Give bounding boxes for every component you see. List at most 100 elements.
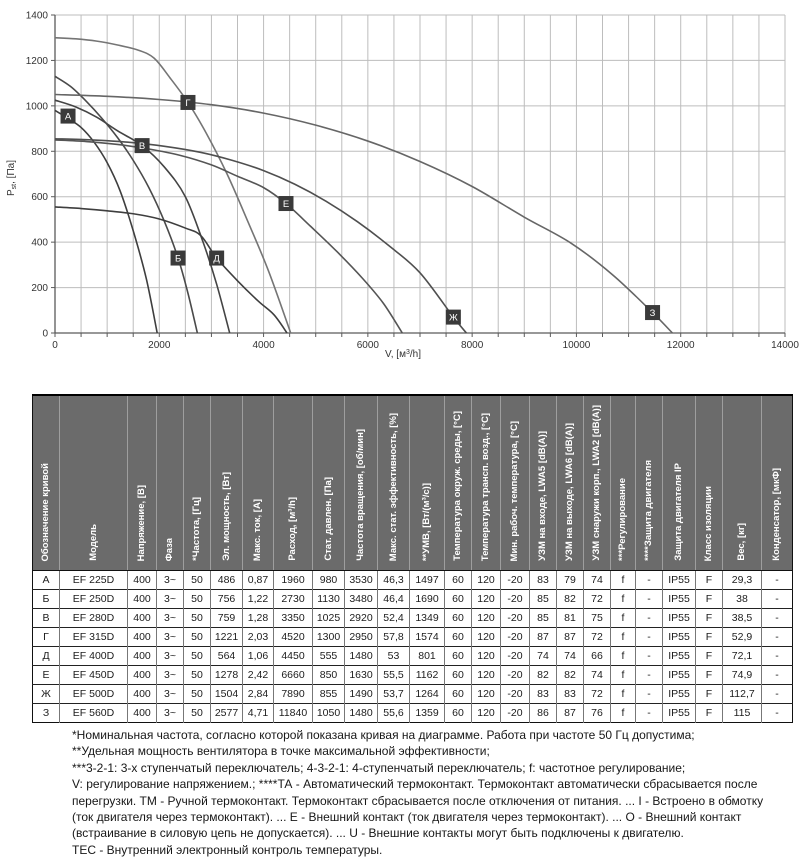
table-cell: 6660 — [273, 665, 313, 685]
table-cell: 53 — [377, 646, 410, 666]
table-cell: 83 — [529, 570, 557, 590]
table-cell: 4,71 — [242, 703, 274, 723]
table-cell: EF 250D — [59, 589, 128, 609]
y-tick-label: 800 — [31, 147, 48, 158]
column-header-label: Класс изоляции — [704, 485, 714, 561]
table-cell: -20 — [500, 665, 530, 685]
spec-table-body: А EF 225D 400 3~ 50 486 0,87 1960 980 3530 46,3 149… — [32, 570, 793, 723]
table-cell: IP55 — [662, 665, 696, 685]
column-header-6: Макс. ток, [А] — [242, 395, 274, 571]
table-cell: -20 — [500, 589, 530, 609]
x-axis-title: V, [м3/h] — [385, 349, 421, 360]
table-cell: Б — [32, 589, 60, 609]
table-cell: 400 — [127, 703, 157, 723]
column-header-label: Макс. ток, [А] — [253, 498, 263, 561]
table-cell: Г — [32, 627, 60, 647]
table-cell: - — [635, 665, 663, 685]
column-header-18: ***Регулирование — [610, 395, 636, 571]
column-header-11: **УМВ, [Вт/(м³/с)] — [409, 395, 445, 571]
column-header-label: Напряжение, [В] — [137, 484, 147, 561]
curve-label-В: В — [139, 141, 145, 152]
table-cell: 1480 — [344, 703, 378, 723]
curve-label-Д: Д — [213, 254, 220, 265]
curve-label-box-В — [134, 138, 150, 154]
table-cell: 1960 — [273, 570, 313, 590]
table-cell: IP55 — [662, 627, 696, 647]
table-cell: 1,06 — [242, 646, 274, 666]
table-cell: EF 315D — [59, 627, 128, 647]
column-header-13: Температура трансп. возд., [°C] — [471, 395, 501, 571]
curve-Б — [54, 75, 199, 334]
table-cell: -20 — [500, 627, 530, 647]
table-cell: 50 — [183, 589, 211, 609]
table-cell: 3~ — [156, 589, 184, 609]
table-cell: -20 — [500, 684, 530, 704]
column-header-label: Обозначение кривой — [41, 462, 51, 562]
table-cell: З — [32, 703, 60, 723]
table-cell: 72 — [583, 627, 611, 647]
table-cell: 801 — [409, 646, 445, 666]
column-header-label: Температура трансп. возд., [°C] — [481, 412, 491, 561]
column-header-20: Защита двигателя IP — [662, 395, 696, 571]
table-cell: f — [610, 665, 636, 685]
column-header-12: Температура окруж. среды, [°C] — [444, 395, 472, 571]
table-cell: 120 — [471, 589, 501, 609]
table-cell: 79 — [556, 570, 584, 590]
table-cell: 60 — [444, 703, 472, 723]
table-cell: 2920 — [344, 608, 378, 628]
table-cell: 120 — [471, 646, 501, 666]
table-cell: 1278 — [210, 665, 243, 685]
table-cell: 564 — [210, 646, 243, 666]
table-cell: 400 — [127, 589, 157, 609]
column-header-label: Вес, [кг] — [737, 523, 747, 561]
table-cell: 46,4 — [377, 589, 410, 609]
table-cell: 50 — [183, 646, 211, 666]
table-cell: IP55 — [662, 589, 696, 609]
table-cell: 3~ — [156, 703, 184, 723]
table-cell: 60 — [444, 570, 472, 590]
table-cell: F — [695, 665, 723, 685]
table-cell: 4520 — [273, 627, 313, 647]
table-cell: 1050 — [312, 703, 345, 723]
table-cell: 1504 — [210, 684, 243, 704]
table-cell: 3~ — [156, 608, 184, 628]
column-header-label: Температура окруж. среды, [°C] — [453, 411, 463, 561]
table-cell: 120 — [471, 684, 501, 704]
table-cell: 52,9 — [722, 627, 762, 647]
table-cell: IP55 — [662, 608, 696, 628]
table-cell: 38,5 — [722, 608, 762, 628]
table-cell: - — [761, 627, 793, 647]
table-cell: 74 — [556, 646, 584, 666]
table-cell: 60 — [444, 627, 472, 647]
x-tick-label: 2000 — [148, 340, 171, 351]
table-cell: 46,3 — [377, 570, 410, 590]
curve-Ж — [54, 137, 468, 334]
column-header-7: Расход, [м³/h] — [273, 395, 313, 571]
table-cell: 82 — [529, 665, 557, 685]
table-row: Ж EF 500D 400 3~ 50 1504 2,84 7890 855 1490 53,7 12… — [32, 684, 793, 704]
table-cell: Д — [32, 646, 60, 666]
table-row: А EF 225D 400 3~ 50 486 0,87 1960 980 3530 46,3 149… — [32, 570, 793, 590]
table-cell: 29,3 — [722, 570, 762, 590]
table-cell: 83 — [529, 684, 557, 704]
table-cell: 855 — [312, 684, 345, 704]
column-header-label: Конденсатор, [мкФ] — [772, 468, 782, 561]
footnote-line: V: регулирование напряжением.; ****ТА - … — [72, 777, 758, 792]
column-header-label: Стат. давлен. [Па] — [323, 477, 334, 561]
table-cell: 1359 — [409, 703, 445, 723]
table-cell: 3~ — [156, 570, 184, 590]
curve-label-Г: Г — [185, 98, 190, 109]
table-row: З EF 560D 400 3~ 50 2577 4,71 11840 1050 1480 55,6… — [32, 703, 793, 723]
spec-table: Обозначение кривой Модель Напряжение, [В] Ф… — [32, 394, 793, 723]
table-cell: 3350 — [273, 608, 313, 628]
table-cell: f — [610, 703, 636, 723]
column-header-1: Модель — [59, 395, 128, 571]
spec-table-wrap: Обозначение кривой Модель Напряжение, [В] Ф… — [32, 394, 793, 723]
footnote-line: (встраивание в силовую цепь не допускает… — [72, 826, 684, 841]
y-tick-label: 400 — [31, 238, 48, 249]
table-cell: 3~ — [156, 627, 184, 647]
table-cell: - — [635, 627, 663, 647]
table-row: Д EF 400D 400 3~ 50 564 1,06 4450 555 1480 53 801 60… — [32, 646, 793, 666]
table-cell: 120 — [471, 608, 501, 628]
